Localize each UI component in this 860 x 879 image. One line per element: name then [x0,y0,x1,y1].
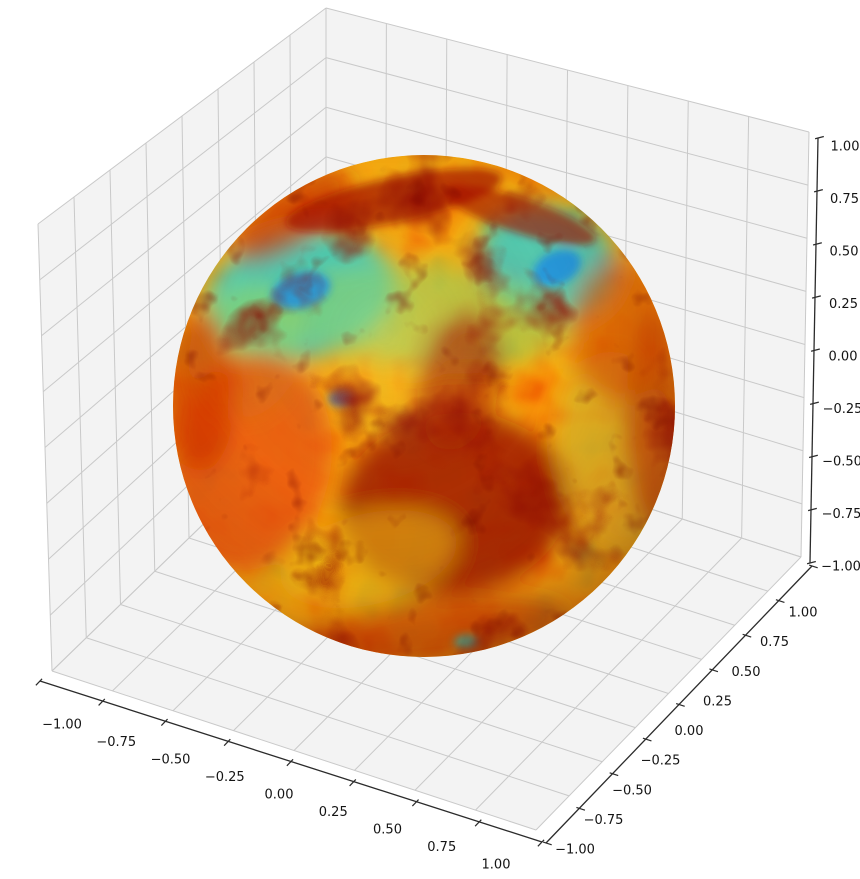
z-tick-label: 0.00 [829,350,858,365]
grid-line [475,537,742,811]
grid-line [37,7,327,225]
y-tick-label: 1.00 [789,606,818,621]
z-tick-label: 0.25 [829,297,858,312]
y-tick [609,772,619,777]
x-tick-label: −0.25 [205,770,245,785]
z-tick [806,560,816,565]
x-tick [474,819,482,827]
x-tick-label: 1.00 [482,858,511,873]
x-tick-label: 0.50 [373,823,402,838]
y-tick [742,633,752,638]
x-tick [286,758,294,767]
y-tick-label: 0.00 [675,724,704,739]
x-tick [349,779,357,787]
y-tick [642,737,652,742]
grid-line [681,100,689,520]
grid-line [325,7,810,133]
grid-line [800,131,810,558]
z-tick [808,454,818,459]
y-tick [808,564,818,569]
x-tick [411,799,420,807]
y-tick-label: 0.75 [760,635,789,650]
x-tick-label: −0.50 [151,753,191,768]
z-tick-label: 0.50 [830,245,859,260]
y-tick-label: −1.00 [555,843,595,858]
x-tick-label: 0.25 [319,805,348,820]
z-tick-label: −0.50 [822,455,860,470]
z-tick-label: 1.00 [831,140,860,155]
grid-line [535,556,802,831]
z-tick [809,401,819,405]
y-tick [576,806,586,811]
x-tick-label: −0.75 [96,735,136,750]
y-tick-label: −0.25 [641,754,681,769]
grid-line [42,156,327,393]
z-tick [807,507,817,512]
z-tick-label: −0.75 [822,507,860,522]
tick-labels: −1.00−0.75−0.50−0.250.000.250.500.751.00… [42,140,860,873]
x-tick [98,698,106,706]
x-tick [160,718,169,726]
z-tick [814,135,824,140]
sphere-surface [173,155,675,657]
z-tick-label: −0.25 [823,402,860,417]
y-tick-label: 0.50 [732,665,761,680]
tick-marks [35,135,824,847]
x-tick-label: −1.00 [42,718,82,733]
grid-line [39,57,327,281]
z-tick [812,242,822,246]
grid-line [41,106,327,337]
grid-line [325,106,808,239]
x-tick [537,839,545,847]
grid-line [741,116,750,539]
y-tick-label: 0.25 [703,694,732,709]
y-tick [709,668,719,673]
grid-line [325,57,809,186]
y-tick [675,702,685,707]
x-tick [35,678,43,686]
z-tick-label: 0.75 [830,192,859,207]
grid-line [414,518,683,791]
sphere-shading [173,155,675,657]
x-tick-label: 0.75 [427,840,456,855]
y-tick-label: −0.50 [612,783,652,798]
y-tick [542,841,552,846]
x-tick-label: 0.00 [265,788,294,803]
z-tick [810,348,820,352]
z-tick [811,295,821,299]
z-tick [813,189,823,193]
y-tick [775,599,785,604]
x-tick [223,738,231,747]
z-tick-label: −1.00 [821,560,860,575]
y-tick-label: −0.75 [584,813,624,828]
